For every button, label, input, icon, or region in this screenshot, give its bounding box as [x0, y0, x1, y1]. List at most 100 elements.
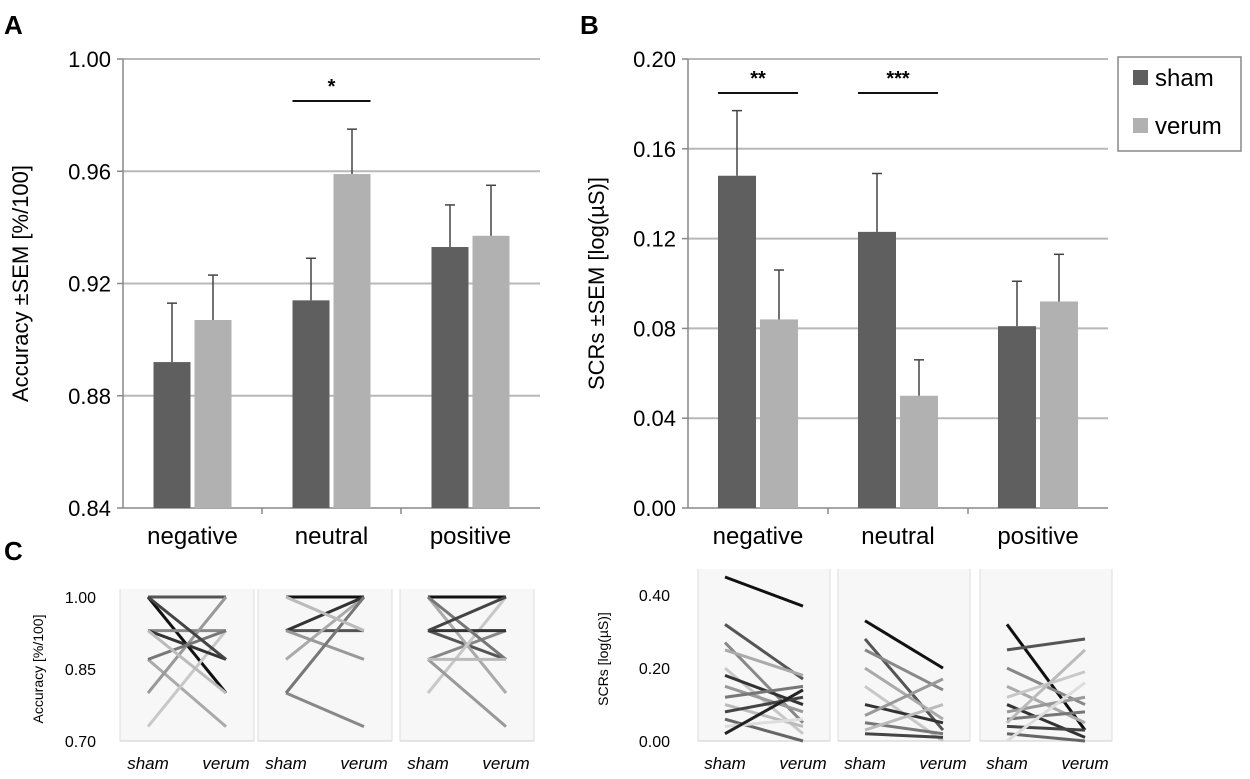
- condition-label-verum: verum: [340, 754, 387, 773]
- condition-label-verum: verum: [779, 754, 826, 773]
- subject-line: [864, 703, 944, 732]
- y-tick-label: 0.88: [68, 384, 111, 409]
- legend: sham verum: [1117, 56, 1242, 152]
- legend-label-sham: sham: [1155, 65, 1214, 92]
- subject-line: [284, 596, 366, 694]
- condition-label-verum: verum: [1061, 754, 1108, 773]
- subject-line: [427, 658, 507, 728]
- subject-line: [1006, 637, 1086, 652]
- y-axis-label: SCRs ±SEM [log(µS)]: [584, 177, 609, 390]
- subject-line: [864, 677, 944, 717]
- subject-line: [864, 619, 944, 670]
- bar-sham: [858, 231, 896, 509]
- bar-verum: [900, 395, 938, 508]
- subject-line: [864, 703, 944, 725]
- y-tick-label: 0.00: [633, 496, 676, 521]
- panel-letter-c: C: [4, 536, 23, 566]
- subject-line: [285, 595, 365, 661]
- y-tick-label: 0.20: [633, 47, 676, 72]
- significance-stars: **: [750, 68, 766, 90]
- bar-sham: [431, 247, 469, 509]
- subject-line: [147, 658, 227, 728]
- bar-verum: [472, 235, 510, 508]
- subject-line: [724, 684, 804, 699]
- subject-line: [1006, 710, 1086, 721]
- y-tick-label: 0.12: [633, 227, 676, 252]
- chart-c-scr-lines: 0.00 0.20 0.40 sham verum sham verum sham verum S…: [595, 569, 1113, 773]
- y-tick-label: 0.04: [633, 406, 676, 431]
- condition-label-verum: verum: [919, 754, 966, 773]
- x-category-label: neutral: [295, 523, 368, 550]
- subject-line: [1006, 724, 1086, 732]
- subject-line: [1006, 732, 1086, 743]
- subject-line: [723, 641, 805, 724]
- y-tick-label: 0.20: [639, 661, 670, 678]
- condition-label-sham: sham: [407, 754, 449, 773]
- subject-line: [724, 648, 804, 677]
- subject-line: [864, 732, 944, 739]
- condition-label-verum: verum: [202, 754, 249, 773]
- group-panel-negative: [120, 589, 254, 741]
- legend-label-verum: verum: [1155, 113, 1222, 140]
- y-tick-label: 0.40: [639, 588, 670, 605]
- bar-verum: [1040, 301, 1078, 508]
- group-panel-neutral: [258, 589, 392, 741]
- bar-sham: [718, 175, 756, 509]
- y-tick-label: 1.00: [65, 590, 96, 607]
- legend-swatch-verum: [1133, 118, 1148, 133]
- y-tick-label: 0.84: [68, 496, 111, 521]
- condition-label-sham: sham: [704, 754, 746, 773]
- subject-line: [147, 595, 227, 661]
- y-axis-label: Accuracy ±SEM [%/100]: [8, 165, 33, 402]
- group-panel-positive: [400, 589, 534, 741]
- x-category-label: negative: [713, 523, 804, 550]
- bar-sham: [998, 326, 1036, 508]
- y-tick-label: 0.96: [68, 159, 111, 184]
- y-tick-label: 0.16: [633, 137, 676, 162]
- subject-line: [285, 691, 365, 728]
- y-tick-label: 1.00: [68, 47, 111, 72]
- subject-line: [724, 717, 804, 743]
- chart-a-accuracy: 0.84 0.88 0.92 0.96 1.00 negative neutral posit…: [8, 47, 540, 550]
- y-tick-label: 0.00: [639, 734, 670, 751]
- x-category-label: positive: [997, 523, 1078, 550]
- subject-line: [1005, 648, 1087, 724]
- condition-label-sham: sham: [844, 754, 886, 773]
- panel-letter-b: B: [580, 10, 599, 40]
- subject-line: [864, 666, 944, 721]
- y-tick-label: 0.70: [65, 734, 96, 751]
- bar-sham: [292, 300, 330, 508]
- subject-line: [1006, 681, 1086, 743]
- subject-line: [426, 596, 508, 694]
- subject-line: [864, 648, 944, 692]
- condition-label-sham: sham: [265, 754, 307, 773]
- subject-line: [147, 629, 227, 661]
- y-axis-label: SCRs [log(µS)]: [595, 612, 611, 706]
- subject-line: [863, 637, 945, 732]
- x-category-label: negative: [147, 523, 238, 550]
- chart-c-accuracy-lines: 0.70 0.85 1.00 sham verum sham verum sham verum A…: [30, 589, 535, 773]
- significance-stars: ***: [886, 68, 910, 90]
- y-axis-label: Accuracy [%/100]: [30, 615, 46, 724]
- subject-line: [285, 595, 365, 632]
- subject-line: [146, 629, 228, 728]
- panel-letter-a: A: [4, 10, 23, 40]
- subject-line: [724, 684, 804, 714]
- bar-verum: [760, 319, 798, 508]
- y-tick-label: 0.08: [633, 316, 676, 341]
- condition-label-sham: sham: [127, 754, 169, 773]
- legend-swatch-sham: [1133, 70, 1148, 85]
- y-tick-label: 0.85: [65, 662, 96, 679]
- significance-stars: *: [328, 76, 336, 98]
- bar-sham: [153, 362, 191, 508]
- y-tick-label: 0.92: [68, 272, 111, 297]
- chart-b-scr: 0.00 0.04 0.08 0.12 0.16 0.20 negative neutral p…: [584, 47, 1108, 550]
- subject-line: [147, 629, 227, 695]
- subject-line: [427, 595, 507, 632]
- bar-verum: [333, 174, 371, 508]
- subject-line: [724, 688, 804, 736]
- condition-label-verum: verum: [482, 754, 529, 773]
- x-category-label: positive: [430, 523, 511, 550]
- x-category-label: neutral: [861, 523, 934, 550]
